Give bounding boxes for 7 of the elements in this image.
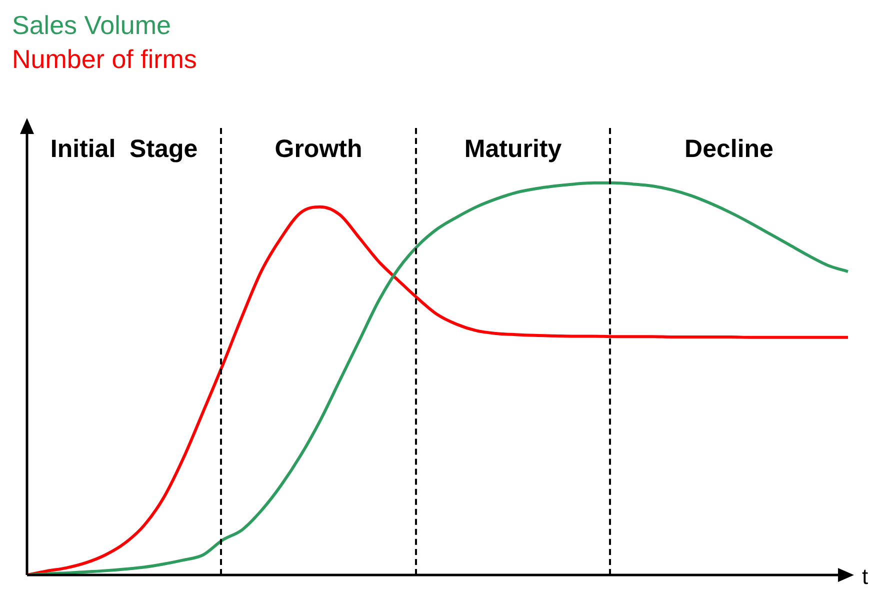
- text: Decline: [684, 134, 774, 163]
- text: Initial Stage: [50, 134, 198, 163]
- x-axis-title: t: [862, 564, 868, 590]
- text: Growth: [274, 134, 362, 163]
- text: Maturity: [464, 134, 562, 163]
- text: Sales Volume: [12, 9, 172, 42]
- text: Number of firms: [12, 43, 198, 76]
